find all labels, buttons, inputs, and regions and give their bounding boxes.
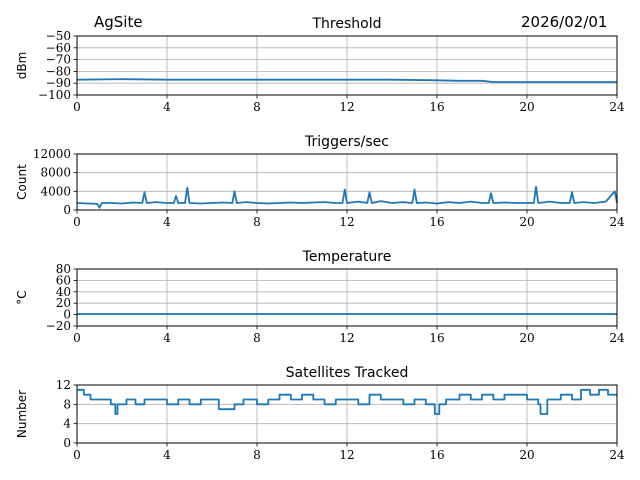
satellites-tracked-ytick-label: 8 <box>63 397 71 411</box>
temperature-xtick-label: 0 <box>73 331 81 345</box>
temperature-ylabel: °C <box>15 290 29 304</box>
temperature-xtick-label: 24 <box>609 331 625 345</box>
chart-threshold: 0 4 8 12 16 20 24 −100−90−80−70−60−50 Threshold d… <box>15 16 625 114</box>
triggers-sec-xtick-label: 4 <box>163 215 171 229</box>
triggers-sec-ytick-label: 8000 <box>40 166 71 180</box>
threshold-ytick-label: −70 <box>46 53 71 67</box>
temperature-xtick-label: 20 <box>519 331 534 345</box>
satellites-tracked-ylabel: Number <box>15 390 29 438</box>
temperature-xtick-label: 4 <box>163 331 171 345</box>
threshold-series-line <box>76 78 617 83</box>
threshold-xtick-label: 0 <box>73 100 81 114</box>
satellites-tracked-ytick-label: 0 <box>63 436 71 450</box>
triggers-sec-ytick-label: 0 <box>63 203 71 217</box>
threshold-ytick-label: −50 <box>46 29 71 43</box>
temperature-xtick-label: 16 <box>429 331 444 345</box>
satellites-tracked-xtick-label: 0 <box>73 448 81 462</box>
threshold-ytick-label: −80 <box>46 64 71 78</box>
triggers-sec-xtick-label: 16 <box>429 215 444 229</box>
threshold-title: Threshold <box>312 16 382 32</box>
temperature-title: Temperature <box>302 249 392 265</box>
satellites-tracked-xtick-label: 20 <box>519 448 534 462</box>
date-label: 2026/02/01 <box>521 13 608 31</box>
site-name: AgSite <box>94 13 143 31</box>
satellites-tracked-series-line <box>77 388 617 415</box>
satellites-tracked-xtick-label: 8 <box>253 448 261 462</box>
chart-satellites-tracked: 0 4 8 12 16 20 24 0 4 8 12 Satellites Tracked Number <box>15 365 625 462</box>
triggers-sec-ylabel: Count <box>15 164 29 200</box>
satellites-tracked-ytick-label: 12 <box>56 378 71 392</box>
triggers-sec-title: Triggers/sec <box>304 134 389 150</box>
temperature-ytick-label: −20 <box>46 319 71 333</box>
satellites-tracked-xtick-label: 24 <box>609 448 625 462</box>
threshold-ylabel: dBm <box>15 52 29 80</box>
triggers-sec-xtick-label: 24 <box>609 215 625 229</box>
satellites-tracked-xtick-label: 16 <box>429 448 444 462</box>
chart-triggers-sec: 0 4 8 12 16 20 24 0 4000 8000 12000 Triggers/sec Cou… <box>15 134 625 229</box>
threshold-ytick-label: −60 <box>46 41 71 55</box>
temperature-ytick-label: 20 <box>56 296 71 310</box>
triggers-sec-series-line <box>76 185 618 209</box>
temperature-ytick-label: 80 <box>56 262 71 276</box>
triggers-sec-xtick-label: 8 <box>253 215 261 229</box>
satellites-tracked-ytick-label: 4 <box>63 417 71 431</box>
temperature-ytick-label: 0 <box>63 308 71 322</box>
temperature-ytick-label: 40 <box>56 285 71 299</box>
temperature-xtick-label: 8 <box>253 331 261 345</box>
temperature-ytick-label: 60 <box>56 273 71 287</box>
triggers-sec-ytick-label: 12000 <box>33 147 71 161</box>
satellites-tracked-xtick-label: 12 <box>339 448 354 462</box>
threshold-xtick-label: 20 <box>519 100 534 114</box>
satellites-tracked-xtick-label: 4 <box>163 448 171 462</box>
triggers-sec-xtick-label: 0 <box>73 215 81 229</box>
threshold-ytick-label: −90 <box>46 76 71 90</box>
threshold-xtick-label: 4 <box>163 100 171 114</box>
threshold-ytick-label: −100 <box>38 88 71 102</box>
satellites-tracked-title: Satellites Tracked <box>286 365 409 381</box>
threshold-xtick-label: 24 <box>609 100 625 114</box>
threshold-xtick-label: 8 <box>253 100 261 114</box>
triggers-sec-xtick-label: 12 <box>339 215 354 229</box>
temperature-xtick-label: 12 <box>339 331 354 345</box>
threshold-xtick-label: 16 <box>429 100 444 114</box>
threshold-xtick-label: 12 <box>339 100 354 114</box>
triggers-sec-xtick-label: 20 <box>519 215 534 229</box>
triggers-sec-ytick-label: 4000 <box>40 184 71 198</box>
